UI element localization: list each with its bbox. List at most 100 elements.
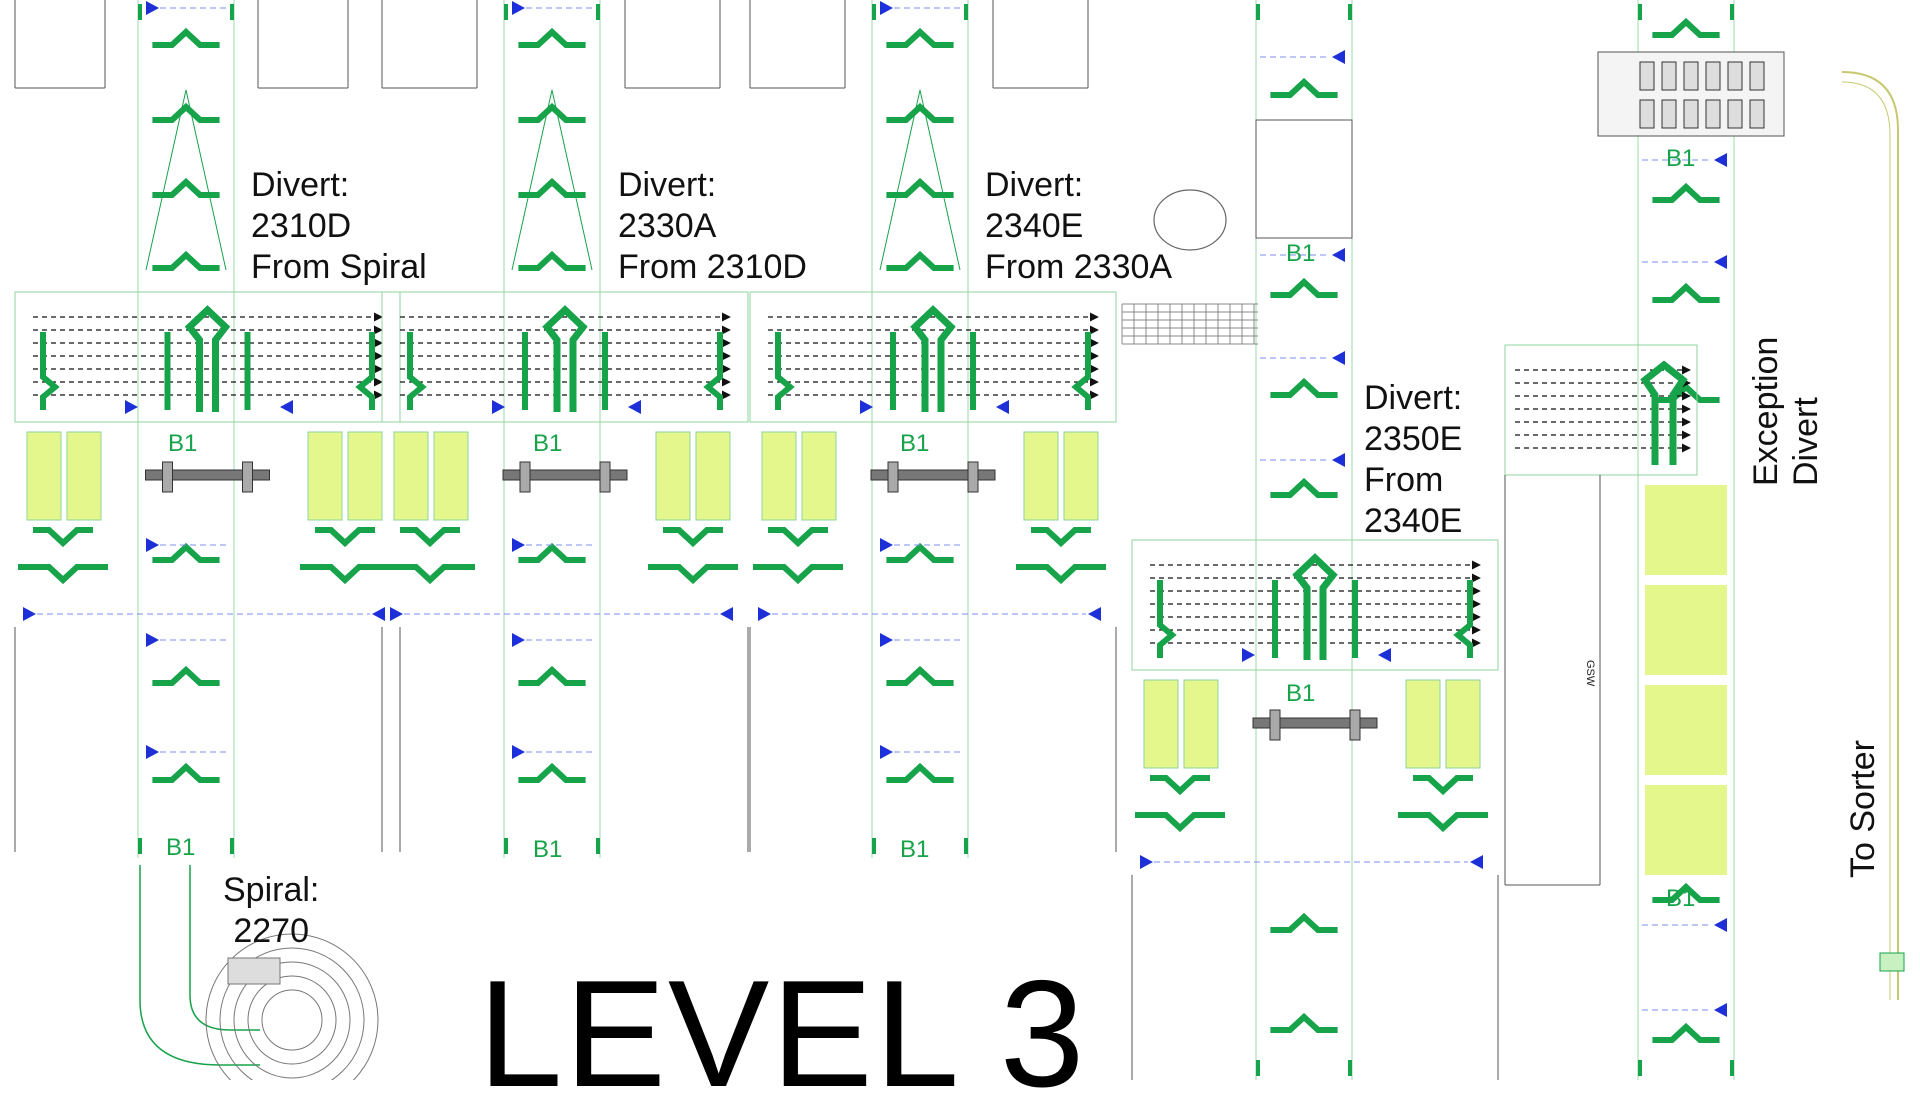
- roller-chevron: [18, 564, 108, 585]
- accumulation-pad: [695, 431, 731, 521]
- equipment-cell: [1727, 61, 1743, 91]
- accumulation-pad: [307, 431, 343, 521]
- roller-chevron: [1270, 477, 1338, 498]
- accumulation-pad: [1183, 679, 1219, 769]
- accumulation-pad: [1645, 685, 1727, 775]
- flow-arrow: [390, 607, 403, 621]
- accumulation-pad: [66, 431, 102, 521]
- to-sorter-label: To Sorter: [1844, 740, 1882, 878]
- divert-frame: [749, 291, 1117, 423]
- roller-chevron: [385, 564, 475, 585]
- accumulation-pad: [1645, 785, 1727, 875]
- accumulation-pad: [1645, 585, 1727, 675]
- frame: [1256, 1060, 1260, 1076]
- gantry-post: [887, 461, 899, 493]
- roller-chevron: [1150, 775, 1210, 796]
- flow-arrow: [1470, 855, 1483, 869]
- divert-label-2330a: Divert: 2330A From 2310D: [618, 166, 807, 286]
- roller-chevron: [518, 542, 586, 563]
- flow-arrow: [125, 400, 138, 414]
- roller-chevron: [1652, 182, 1720, 203]
- spiral-ring: [261, 989, 323, 1051]
- roller-chevron: [518, 665, 586, 686]
- gantry-post: [967, 461, 979, 493]
- frame: [1348, 1060, 1352, 1076]
- b1-tag: B1: [533, 430, 563, 457]
- side-divert: [40, 332, 60, 410]
- accumulation-pad: [347, 431, 383, 521]
- b1-tag: B1: [1286, 680, 1316, 707]
- roller-chevron: [886, 102, 954, 123]
- side-divert: [1453, 580, 1473, 658]
- divert-frame: [1504, 344, 1698, 476]
- roller-chevron: [886, 177, 954, 198]
- gantry-beam: [502, 469, 628, 481]
- frame: [596, 838, 600, 854]
- gantry-beam: [145, 469, 270, 481]
- equipment-cell: [1705, 99, 1721, 129]
- roller-chevron: [1652, 1022, 1720, 1043]
- roller-chevron: [152, 665, 220, 686]
- roller-chevron: [152, 102, 220, 123]
- sorter-entry: [1879, 952, 1905, 972]
- equipment-cell: [1683, 99, 1699, 129]
- frame: [964, 4, 968, 20]
- roller-chevron: [1016, 564, 1106, 585]
- gantry-post: [519, 461, 531, 493]
- roller-chevron: [33, 527, 93, 548]
- flow-arrow: [1140, 855, 1153, 869]
- side-divert: [407, 332, 427, 410]
- frame: [872, 838, 876, 854]
- frame: [1730, 4, 1734, 20]
- flow-arrow: [1332, 50, 1345, 64]
- roller-chevron: [300, 564, 390, 585]
- roller-chevron: [886, 250, 954, 271]
- exception-divert-label: Exception Divert: [1747, 336, 1825, 486]
- diverter-shoe: [1640, 360, 1688, 465]
- accumulation-pad: [1445, 679, 1481, 769]
- roller-chevron: [886, 665, 954, 686]
- roller-chevron: [753, 564, 843, 585]
- roller-chevron: [518, 250, 586, 271]
- flow-arrow: [512, 633, 525, 647]
- flow-arrow: [1332, 453, 1345, 467]
- equipment-cell: [1639, 61, 1655, 91]
- divert-label-2340e: Divert: 2340E From 2330A: [985, 166, 1173, 286]
- spiral-drive: [227, 957, 281, 985]
- roller-chevron: [1652, 882, 1720, 903]
- frame: [1348, 4, 1352, 20]
- gantry-beam: [870, 469, 996, 481]
- roller-chevron: [1413, 775, 1473, 796]
- roller-chevron: [152, 250, 220, 271]
- accumulation-pad: [1143, 679, 1179, 769]
- accumulation-pad: [1063, 431, 1099, 521]
- flow-arrow: [1332, 248, 1345, 262]
- roller-chevron: [1398, 812, 1488, 833]
- diverter-shoe: [910, 305, 956, 412]
- flow-arrow: [512, 745, 525, 759]
- flow-arrow: [1714, 255, 1727, 269]
- frame: [1256, 4, 1260, 20]
- frame: [596, 4, 600, 20]
- equipment-cell: [1705, 61, 1721, 91]
- flow-arrow: [758, 607, 771, 621]
- roller-chevron: [518, 177, 586, 198]
- level-title: LEVEL 3: [478, 949, 1087, 1119]
- gantry-post: [1269, 709, 1281, 741]
- flow-arrow: [512, 538, 525, 552]
- gantry-post: [242, 461, 253, 493]
- flow-arrow: [146, 1, 159, 15]
- spiral-label: Spiral: 2270: [223, 871, 320, 950]
- sorter-conveyor: [1841, 71, 1899, 1000]
- divert-frame: [14, 291, 401, 423]
- frame: [1638, 1060, 1642, 1076]
- equipment-cell: [1661, 99, 1677, 129]
- roller-chevron: [1270, 377, 1338, 398]
- equipment-cell: [1639, 99, 1655, 129]
- flow-arrow: [720, 607, 733, 621]
- equipment-cell: [1749, 99, 1765, 129]
- accumulation-pad: [761, 431, 797, 521]
- flow-arrow: [880, 633, 893, 647]
- gsw-label: GSW: [1584, 660, 1596, 687]
- equipment-cell: [1661, 61, 1677, 91]
